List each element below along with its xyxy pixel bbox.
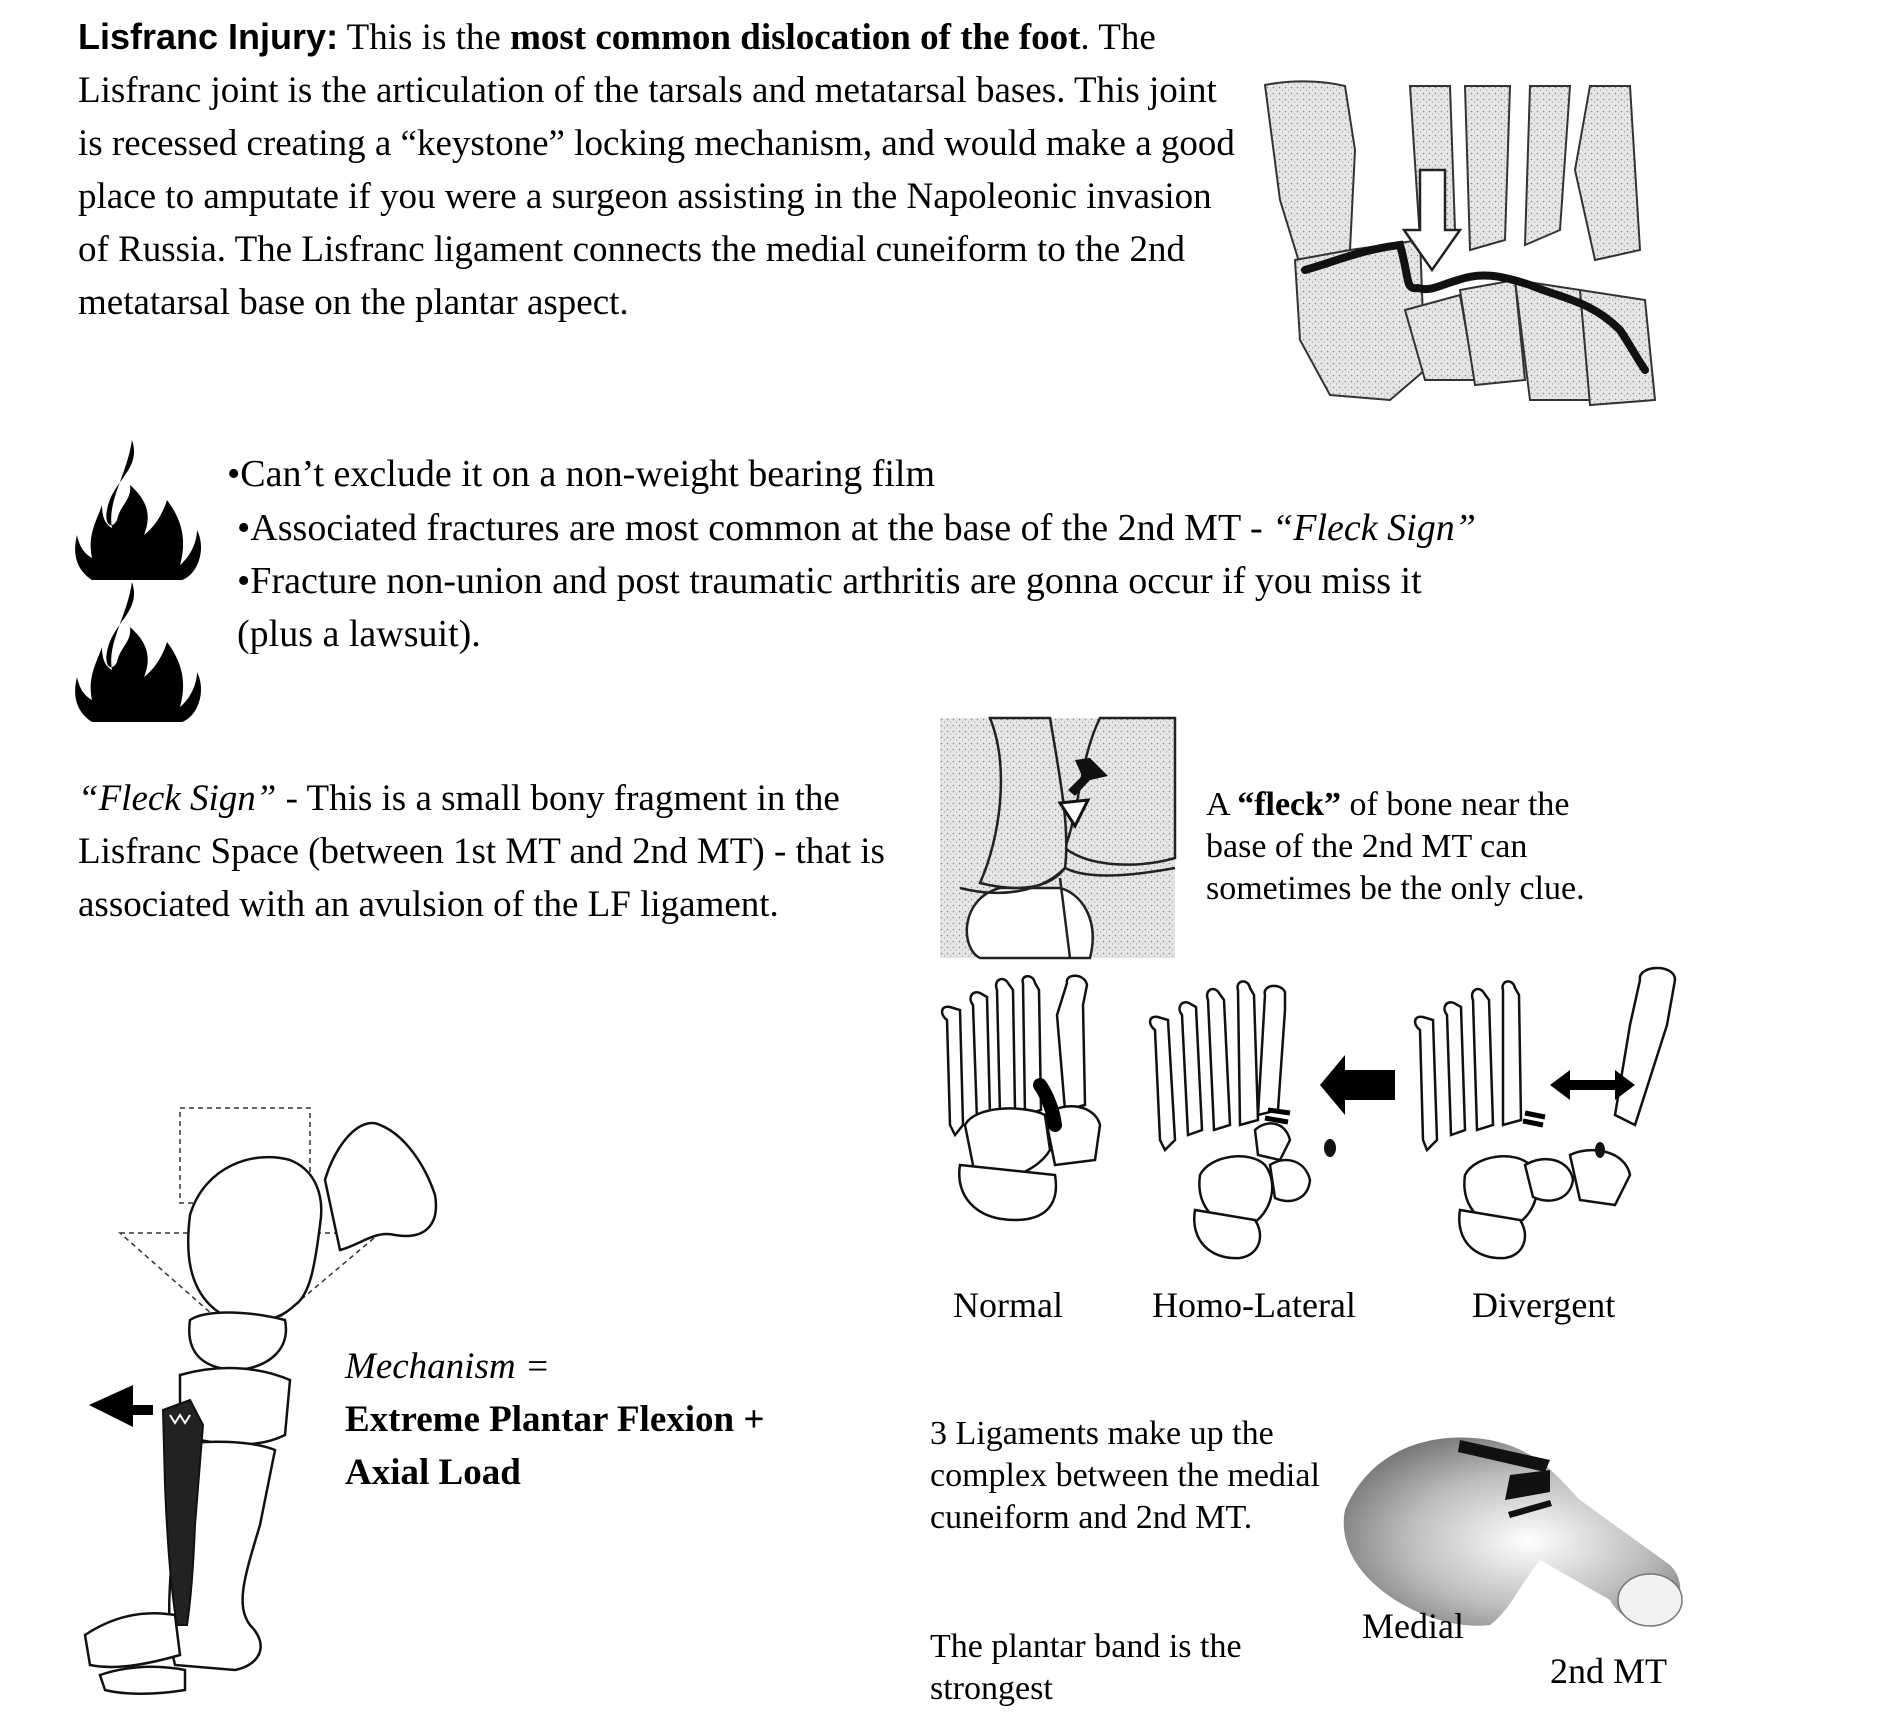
fleck-sign-paragraph: “Fleck Sign” - This is a small bony frag… (78, 772, 908, 931)
mechanism-block: Mechanism = Extreme Plantar Flexion + Ax… (345, 1340, 865, 1499)
bullet-2-text: •Associated fractures are most common at… (237, 507, 1273, 549)
page-title: Lisfranc Injury: (78, 16, 339, 57)
bullet-2: •Associated fractures are most common at… (237, 502, 1476, 555)
intro-lead: This is the (338, 17, 511, 58)
label-divergent: Divergent (1472, 1285, 1616, 1325)
label-2nd-mt: 2nd MT (1550, 1651, 1667, 1691)
fleck-sign-body: - This is a small bony fragment in the L… (78, 778, 885, 925)
intro-paragraph: Lisfranc Injury: This is the most common… (78, 10, 1238, 329)
label-homo-lateral: Homo-Lateral (1152, 1285, 1356, 1325)
bullet-3-continued: (plus a lawsuit). (237, 613, 481, 655)
mechanism-line-1: Extreme Plantar Flexion + (345, 1399, 765, 1440)
fleck-sign-term: “Fleck Sign” (78, 778, 277, 819)
label-normal: Normal (953, 1285, 1063, 1325)
flame-icon (75, 582, 202, 722)
label-medial: Medial (1362, 1606, 1464, 1646)
fleck-xray-illustration (940, 716, 1177, 960)
homo-lateral-foot-diagram (1148, 980, 1395, 1260)
mechanism-foot-illustration (83, 1107, 438, 1695)
ligaments-text: 3 Ligaments make up the complex between … (930, 1415, 1320, 1536)
fleck-caption-bold: “fleck” (1237, 786, 1342, 823)
fleck-caption-pre: A (1206, 786, 1238, 823)
plantar-band-text: The plantar band is the strongest (930, 1628, 1242, 1707)
bullet-3: •Fracture non-union and post traumatic a… (237, 560, 1422, 602)
divergent-foot-diagram (1413, 966, 1677, 1260)
mechanism-line-2: Axial Load (345, 1452, 521, 1493)
lisfranc-joint-illustration (1263, 80, 1657, 407)
normal-foot-diagram (940, 974, 1102, 1222)
mechanism-label: Mechanism = (345, 1346, 550, 1387)
bullet-2-italic: “Fleck Sign” (1272, 507, 1476, 549)
fleck-caption: A “fleck” of bone near the base of the 2… (1206, 784, 1596, 910)
bullet-1: •Can’t exclude it on a non-weight bearin… (227, 453, 936, 495)
intro-body: . The Lisfranc joint is the articulation… (78, 17, 1235, 323)
intro-bold-phrase: most common dislocation of the foot (510, 17, 1081, 58)
flame-icon (75, 440, 202, 580)
ligament-complex-illustration (1343, 1437, 1683, 1627)
fleck-caption-post: of bone near the base of the 2nd MT can … (1206, 786, 1585, 907)
